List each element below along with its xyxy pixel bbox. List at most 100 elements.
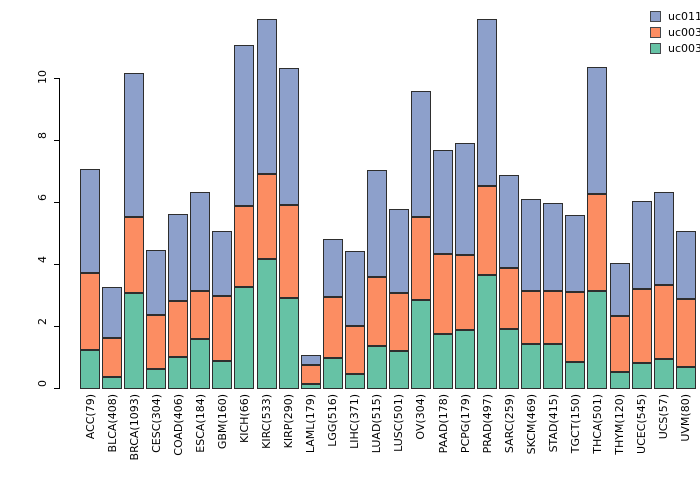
bar-column xyxy=(322,238,343,389)
x-tick-label-cell: LAML(179) xyxy=(301,394,321,480)
bar-segment-uc011ckt xyxy=(521,199,542,291)
x-tick-label-cell: LUAD(515) xyxy=(367,394,387,480)
bar-segment-uc003ixu xyxy=(587,291,608,389)
x-tick-label-cell: LGG(516) xyxy=(323,394,343,480)
bar-segment-uc011ckt xyxy=(124,72,145,217)
legend-label: uc003ixv xyxy=(668,25,700,39)
bar-segment-uc011ckt xyxy=(565,215,586,293)
x-tick-label: UCS(57) xyxy=(657,394,671,440)
bar-segment-uc003ixu xyxy=(80,349,100,389)
bar-segment-uc003ixu xyxy=(234,287,255,389)
bar-column xyxy=(609,263,630,389)
bar-segment-uc003ixu xyxy=(499,328,520,389)
x-tick-label: LGG(516) xyxy=(326,394,340,447)
bar-segment-uc011ckt xyxy=(499,175,520,269)
bar-segment-uc003ixu xyxy=(300,384,321,389)
x-tick-label-cell: SARC(259) xyxy=(499,394,519,480)
bar-segment-uc003ixu xyxy=(146,368,167,389)
legend: uc011ckt uc003ixv uc003ixu xyxy=(650,8,700,56)
bar-segment-uc003ixu xyxy=(322,357,343,389)
bar-segment-uc003ixu xyxy=(631,362,652,389)
y-tick xyxy=(54,388,59,389)
bar-segment-uc003ixu xyxy=(521,344,542,389)
bar-segment-uc011ckt xyxy=(278,67,299,205)
bar-segment-uc011ckt xyxy=(477,18,498,186)
x-tick-label: BLCA(408) xyxy=(105,394,119,453)
x-tick-label-cell: LIHC(371) xyxy=(345,394,365,480)
bar-segment-uc003ixu xyxy=(212,361,233,389)
bar-segment-uc003ixv xyxy=(300,365,321,385)
y-tick-label: 2 xyxy=(36,318,49,325)
legend-item: uc011ckt xyxy=(650,8,700,24)
bar-segment-uc003ixv xyxy=(388,292,409,352)
x-tick-label-cell: UVM(80) xyxy=(676,394,696,480)
y-tick xyxy=(54,140,59,141)
x-tick-label: THCA(501) xyxy=(590,394,604,454)
bar-column xyxy=(410,91,431,389)
bar-segment-uc003ixv xyxy=(322,296,343,358)
bar-segment-uc003ixu xyxy=(102,376,123,389)
bar-segment-uc003ixv xyxy=(124,216,145,293)
bar-segment-uc011ckt xyxy=(300,354,321,366)
bar-segment-uc003ixv xyxy=(212,295,233,362)
x-tick-label-cell: BRCA(1093) xyxy=(124,394,144,480)
bar-segment-uc003ixu xyxy=(190,339,211,389)
x-tick-label-cell: UCS(57) xyxy=(654,394,674,480)
bars-area xyxy=(80,17,696,389)
bar-column xyxy=(190,192,211,389)
x-tick-label: GBM(160) xyxy=(215,394,229,450)
bar-segment-uc011ckt xyxy=(366,170,387,278)
bar-segment-uc003ixu xyxy=(168,356,189,389)
bar-column xyxy=(521,199,542,389)
bar-segment-uc003ixu xyxy=(675,366,696,389)
bar-segment-uc003ixv xyxy=(234,205,255,288)
bar-segment-uc003ixv xyxy=(256,173,277,260)
bar-segment-uc003ixv xyxy=(587,194,608,292)
bar-column xyxy=(344,251,365,389)
bar-segment-uc003ixu xyxy=(124,292,145,389)
bar-segment-uc003ixv xyxy=(631,289,652,363)
y-tick-label: 6 xyxy=(36,194,49,201)
x-tick-label: UCEC(545) xyxy=(635,394,649,454)
x-tick-label: ESCA(184) xyxy=(193,394,207,453)
bar-segment-uc011ckt xyxy=(543,203,564,291)
legend-item: uc003ixu xyxy=(650,40,700,56)
bar-segment-uc003ixv xyxy=(455,254,476,331)
bar-column xyxy=(146,249,167,389)
bar-segment-uc003ixv xyxy=(477,185,498,275)
bar-segment-uc003ixu xyxy=(388,351,409,389)
y-tick xyxy=(54,202,59,203)
bar-column xyxy=(388,209,409,389)
bar-segment-uc011ckt xyxy=(653,192,674,286)
bar-segment-uc003ixv xyxy=(80,272,100,350)
x-tick-label-cell: STAD(415) xyxy=(543,394,563,480)
y-tick xyxy=(54,78,59,79)
x-tick-label: STAD(415) xyxy=(546,394,560,453)
x-tick-label: SARC(259) xyxy=(502,394,516,454)
x-tick-label: SKCM(469) xyxy=(524,394,538,455)
x-tick-label-cell: THCA(501) xyxy=(587,394,607,480)
x-tick-label: PRAD(497) xyxy=(480,394,494,454)
bar-column xyxy=(455,142,476,389)
x-tick-label: COAD(406) xyxy=(171,394,185,456)
x-tick-label-cell: PCPG(179) xyxy=(455,394,475,480)
bar-column xyxy=(366,170,387,389)
x-tick-label-cell: TGCT(150) xyxy=(565,394,585,480)
x-tick-label: PAAD(178) xyxy=(436,394,450,454)
x-tick-label-cell: KIRP(290) xyxy=(279,394,299,480)
bar-segment-uc011ckt xyxy=(168,213,189,301)
legend-label: uc011ckt xyxy=(668,9,700,23)
x-tick-label-cell: PRAD(497) xyxy=(477,394,497,480)
bar-segment-uc003ixv xyxy=(433,254,453,334)
bar-column xyxy=(433,150,453,389)
bar-column xyxy=(543,203,564,389)
bar-segment-uc003ixu xyxy=(565,362,586,389)
x-axis-labels: ACC(79) BLCA(408) BRCA(1093) CESC(304) COAD(… xyxy=(80,394,696,480)
x-tick-label: ACC(79) xyxy=(83,394,97,440)
x-tick-label-cell: KICH(66) xyxy=(234,394,254,480)
x-tick-label: LUSC(501) xyxy=(392,394,406,452)
x-tick-label: THYM(120) xyxy=(613,394,626,455)
bar-column xyxy=(168,213,189,389)
bar-column xyxy=(124,72,145,389)
